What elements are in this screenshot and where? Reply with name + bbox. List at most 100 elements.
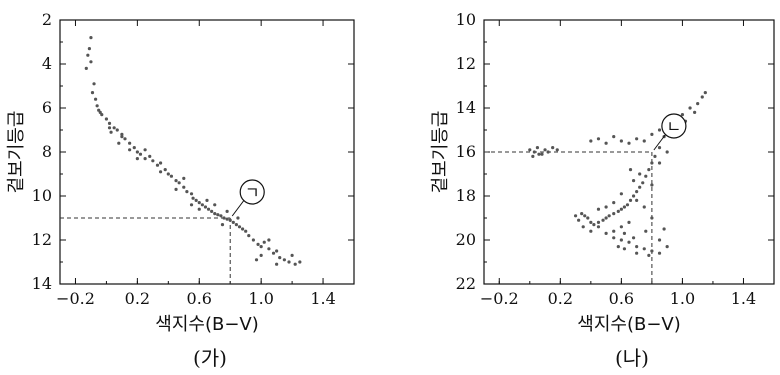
data-point — [95, 104, 99, 108]
y-tick-label: 10 — [456, 10, 476, 29]
panel-caption: (나) — [615, 346, 649, 370]
data-point — [151, 159, 155, 163]
y-tick-label: 6 — [42, 98, 52, 117]
data-point — [665, 245, 669, 249]
y-tick-label: 22 — [456, 274, 476, 293]
x-tick-label: −0.2 — [480, 289, 519, 308]
data-point — [665, 150, 669, 154]
data-point — [203, 205, 208, 209]
data-point — [206, 207, 211, 211]
data-point — [612, 229, 616, 233]
data-point — [653, 154, 657, 158]
x-tick-label: −0.2 — [56, 289, 95, 308]
data-point — [601, 218, 605, 222]
data-point — [89, 36, 93, 40]
data-point — [657, 161, 662, 165]
data-point — [222, 216, 226, 220]
data-point — [589, 229, 593, 233]
y-axis-title: 겉보기등급 — [6, 111, 27, 194]
data-point — [644, 174, 648, 178]
data-point — [191, 196, 195, 200]
x-tick-label: 0.6 — [609, 289, 634, 308]
y-tick-label: 4 — [42, 54, 52, 73]
data-point — [589, 139, 593, 143]
data-point — [528, 148, 532, 152]
data-point — [143, 148, 147, 152]
data-point — [555, 148, 559, 152]
data-point — [604, 216, 608, 220]
y-tick-label: 18 — [456, 186, 476, 205]
data-point — [169, 174, 174, 178]
data-point — [604, 231, 608, 235]
data-point — [231, 220, 235, 224]
data-point — [635, 245, 639, 249]
data-point — [693, 110, 697, 114]
data-point — [596, 207, 601, 211]
data-point — [244, 229, 248, 233]
callout-circle — [661, 113, 687, 139]
data-point — [657, 146, 662, 150]
y-tick-label: 14 — [32, 274, 52, 293]
data-point — [638, 172, 642, 176]
data-point — [275, 262, 279, 266]
data-point — [628, 198, 633, 202]
data-point — [647, 168, 651, 172]
callout-label: ㄴ — [667, 117, 682, 136]
data-point — [696, 102, 700, 106]
data-point — [98, 110, 102, 114]
data-point — [631, 194, 636, 198]
data-point — [657, 238, 662, 242]
data-point — [194, 198, 198, 202]
data-point — [619, 225, 623, 229]
x-tick-label: 0.2 — [548, 289, 573, 308]
data-point — [290, 253, 294, 257]
data-point — [622, 231, 627, 235]
panel-caption: (가) — [193, 346, 227, 370]
data-point — [546, 150, 550, 154]
data-point — [86, 53, 90, 57]
data-point — [234, 223, 238, 227]
data-point — [143, 157, 147, 161]
data-point — [657, 128, 662, 132]
data-point — [155, 163, 160, 167]
data-point — [616, 209, 620, 213]
data-point — [254, 258, 259, 262]
data-point — [619, 192, 623, 196]
data-point — [262, 240, 266, 244]
data-point — [132, 146, 136, 150]
data-point — [612, 201, 616, 205]
y-tick-label: 10 — [32, 186, 52, 205]
data-point — [228, 218, 232, 222]
data-point — [650, 161, 654, 165]
data-point — [282, 258, 286, 262]
y-tick-label: 12 — [32, 230, 52, 249]
data-point — [225, 209, 229, 213]
data-point — [109, 130, 113, 134]
data-point — [635, 190, 639, 194]
data-point — [540, 152, 544, 156]
data-point — [650, 183, 654, 187]
x-tick-label: 0.2 — [125, 289, 150, 308]
callout-circle — [239, 179, 265, 205]
data-point — [688, 106, 692, 110]
data-point — [189, 203, 194, 207]
data-point — [135, 150, 139, 154]
data-point — [537, 152, 541, 156]
callout-label: ㄱ — [245, 183, 260, 202]
data-point — [271, 251, 276, 255]
data-point — [177, 181, 181, 185]
data-point — [596, 220, 601, 224]
callout-leader — [653, 133, 667, 151]
data-point — [251, 238, 256, 242]
data-point — [551, 146, 555, 150]
data-point — [700, 95, 704, 99]
data-point — [87, 47, 91, 51]
data-point — [650, 216, 654, 220]
data-point — [237, 225, 242, 229]
data-point — [259, 253, 263, 257]
data-point — [287, 260, 291, 264]
data-point — [197, 207, 201, 211]
data-point — [138, 152, 143, 156]
plot-frame — [59, 19, 355, 285]
